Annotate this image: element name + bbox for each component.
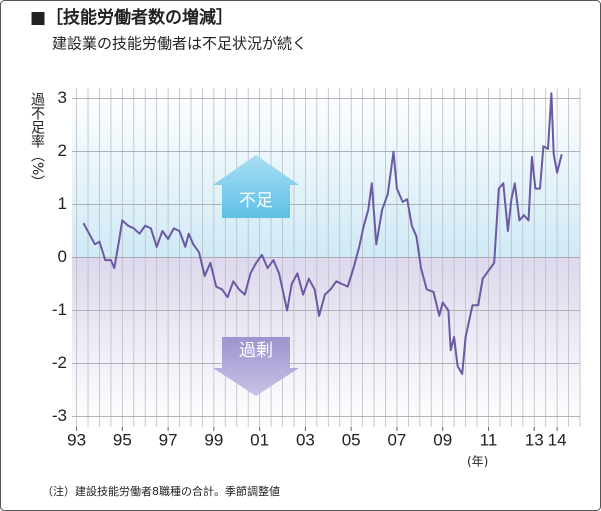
data-line xyxy=(82,92,563,375)
x-tick-label: 99 xyxy=(204,430,223,449)
y-tick-label: 2 xyxy=(58,141,67,160)
chart-subtitle: 建設業の技能労働者は不足状況が続く xyxy=(52,35,307,53)
x-unit: (年) xyxy=(467,455,488,469)
y-tick-label: -3 xyxy=(52,406,67,425)
x-tick-label: 07 xyxy=(387,430,406,449)
y-axis-label: 過不足率（%） xyxy=(29,92,45,189)
x-tick-label: 93 xyxy=(67,430,86,449)
y-tick-label: 1 xyxy=(58,194,67,213)
y-tick-label: 0 xyxy=(58,247,67,266)
x-tick-label: 03 xyxy=(296,430,315,449)
shortage-arrow xyxy=(213,155,299,218)
y-tick-label: -1 xyxy=(52,300,67,319)
x-tick-label: 13 xyxy=(525,430,544,449)
y-tick-label: -2 xyxy=(52,353,67,372)
annotation: 不足 xyxy=(239,191,273,211)
x-tick-label: 97 xyxy=(159,430,178,449)
x-tick-label: 95 xyxy=(113,430,132,449)
surplus-arrow xyxy=(213,337,299,396)
negative-zone xyxy=(72,257,580,427)
note: （注）建設技能労働者8職種の合計。季節調整値 xyxy=(42,484,280,498)
chart-title: ■［技能労働者数の増減］ xyxy=(30,7,233,28)
x-tick-label: 14 xyxy=(548,430,567,449)
x-tick-label: 11 xyxy=(480,430,498,449)
x-tick-label: 09 xyxy=(433,430,452,449)
annotation: 過剰 xyxy=(239,341,273,361)
y-tick-label: 3 xyxy=(58,88,67,107)
positive-zone xyxy=(72,88,580,258)
x-tick-label: 05 xyxy=(342,430,361,449)
x-tick-label: 01 xyxy=(250,430,269,449)
